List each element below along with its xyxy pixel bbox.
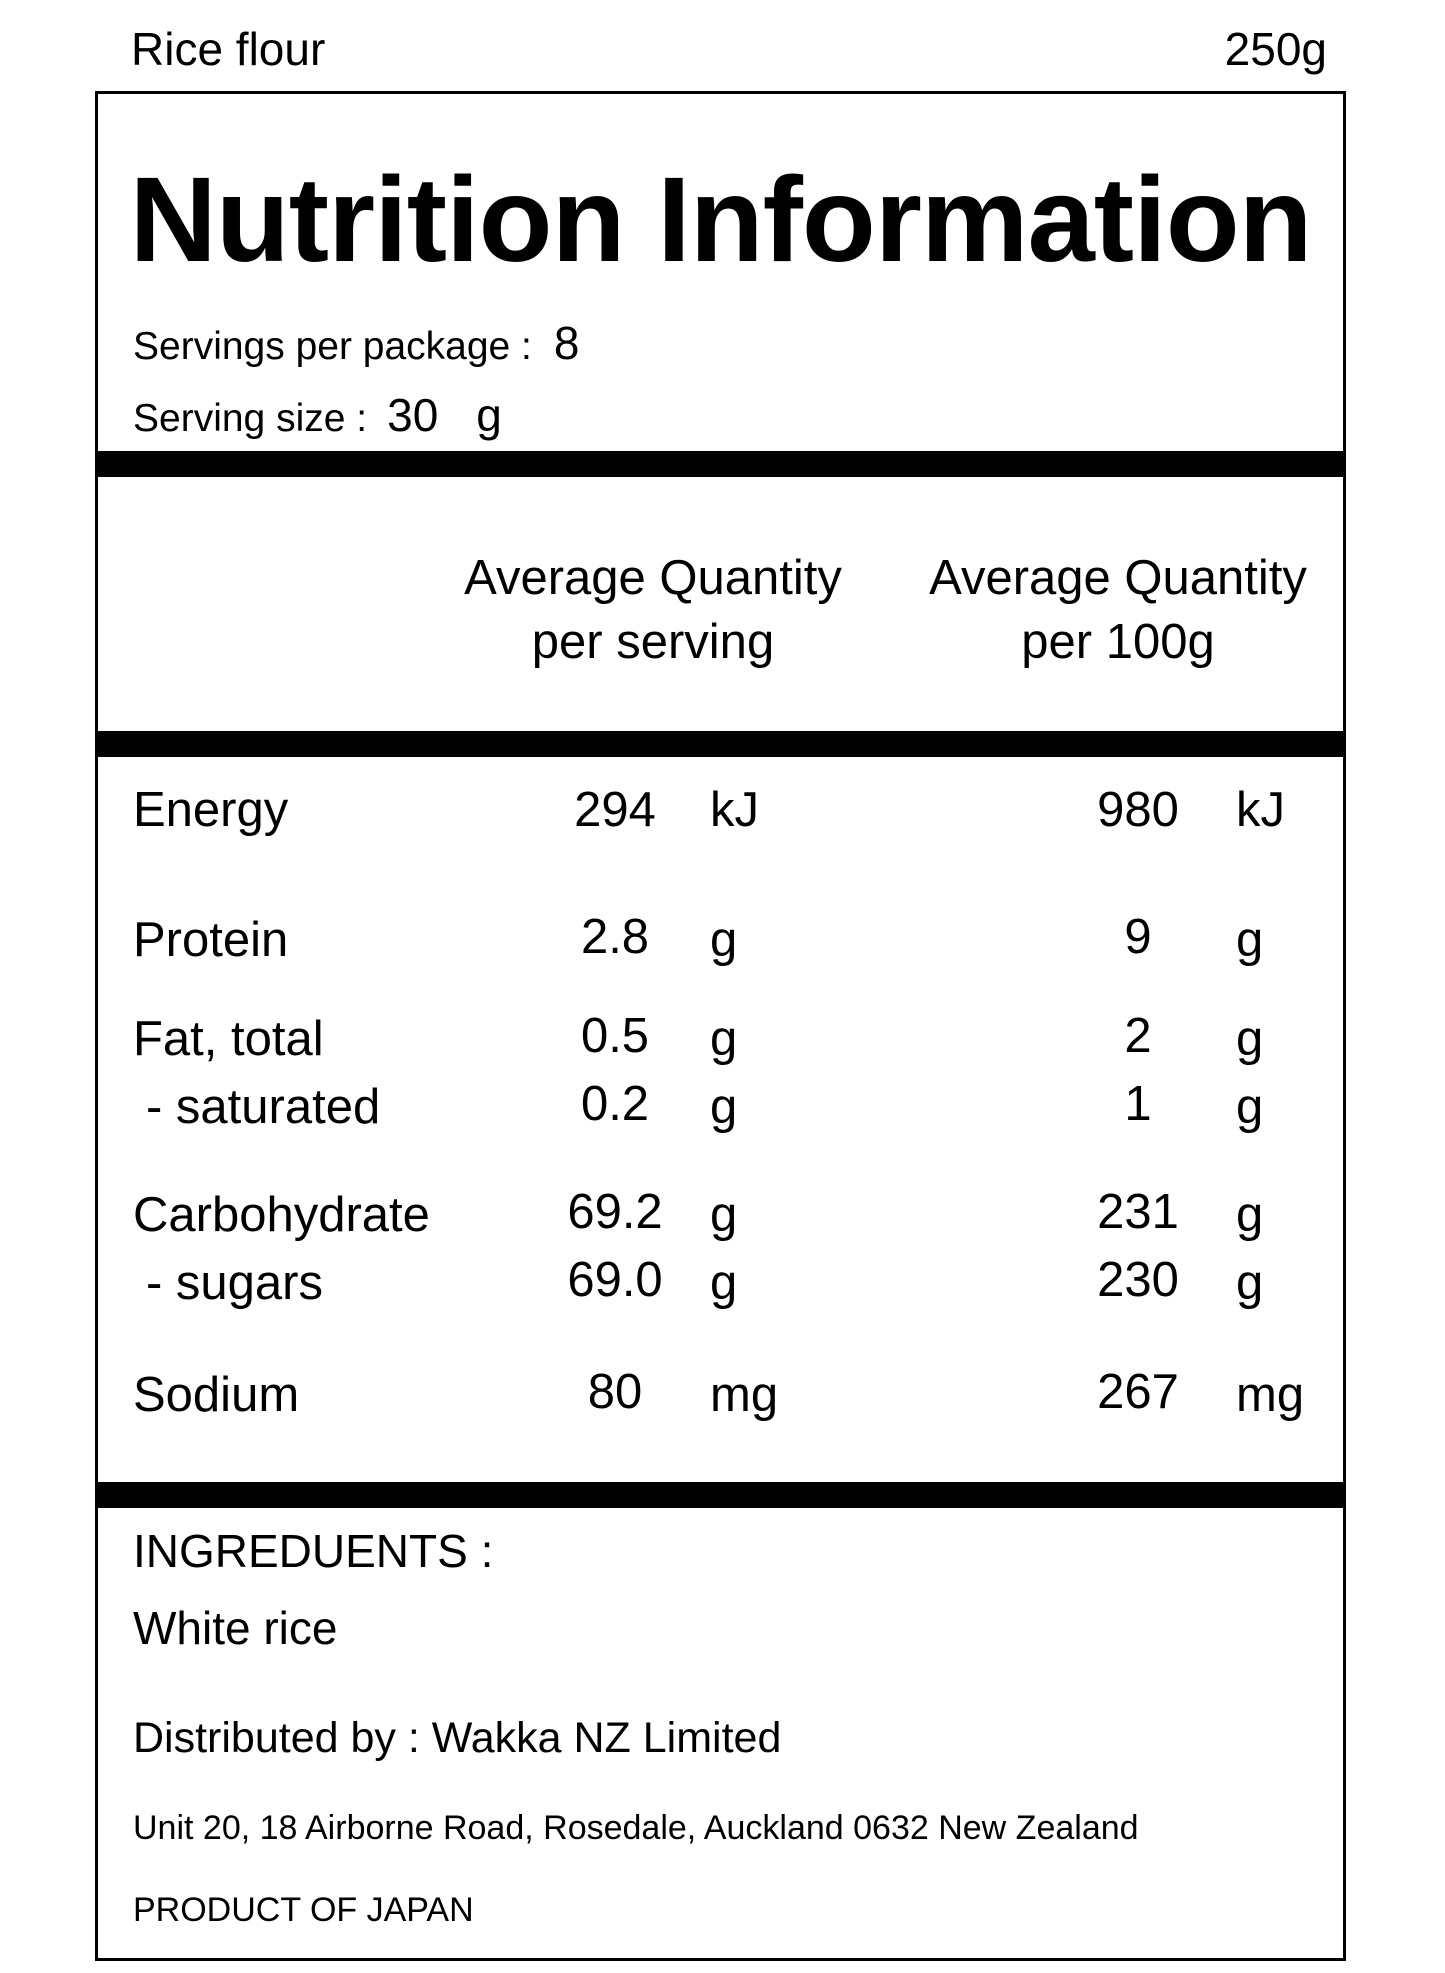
per-100g-value: 980 <box>1097 783 1179 837</box>
nutrition-panel: Nutrition Information Servings per packa… <box>95 91 1346 1961</box>
servings-per-package-row: Servings per package : 8 <box>133 316 580 370</box>
nutrient-label: Sodium <box>133 1368 300 1422</box>
per-serving-value: 0.2 <box>580 1077 650 1131</box>
per-100g-unit: g <box>1236 1188 1264 1242</box>
nutrient-label: - saturated <box>146 1080 381 1134</box>
per-serving-value: 69.2 <box>567 1185 663 1239</box>
column-head-per-serving-line2: per serving <box>531 615 775 669</box>
per-serving-value: 69.0 <box>567 1253 663 1307</box>
net-weight: 250g <box>1224 23 1327 75</box>
per-serving-unit: g <box>710 1188 738 1242</box>
per-100g-unit: g <box>1236 1080 1264 1134</box>
serving-size-row: Serving size : 30 g <box>133 388 502 442</box>
per-serving-value: 0.5 <box>580 1009 650 1063</box>
distributor-address: Unit 20, 18 Airborne Road, Rosedale, Auc… <box>133 1809 1139 1847</box>
divider-rule <box>98 731 1343 757</box>
per-100g-unit: g <box>1236 1012 1264 1066</box>
per-serving-unit: g <box>710 1012 738 1066</box>
product-name: Rice flour <box>131 23 326 75</box>
per-100g-value: 1 <box>1124 1077 1152 1131</box>
per-100g-value: 231 <box>1097 1185 1179 1239</box>
per-serving-unit: mg <box>710 1368 779 1422</box>
nutrient-label: Carbohydrate <box>133 1188 430 1242</box>
per-serving-unit: kJ <box>710 783 759 837</box>
nutrient-label: Protein <box>133 913 289 967</box>
distributor-line: Distributed by : Wakka NZ Limited <box>133 1714 782 1762</box>
nutrient-label: - sugars <box>146 1256 324 1310</box>
ingredients-text: White rice <box>133 1602 338 1654</box>
per-serving-value: 294 <box>574 783 656 837</box>
ingredients-heading: INGREDUENTS : <box>133 1525 494 1577</box>
per-serving-unit: g <box>710 1080 738 1134</box>
serving-size-value: 30 <box>387 389 439 441</box>
nutrient-label: Energy <box>133 783 289 837</box>
per-100g-unit: g <box>1236 913 1264 967</box>
servings-per-package-value: 8 <box>553 317 580 369</box>
country-of-origin: PRODUCT OF JAPAN <box>133 1891 474 1929</box>
column-head-per-serving: Average Quantity per serving <box>443 546 863 674</box>
divider-rule <box>98 1482 1343 1508</box>
column-head-per-100g: Average Quantity per 100g <box>908 546 1328 674</box>
per-serving-unit: g <box>710 913 738 967</box>
panel-title: Nutrition Information <box>129 151 1312 287</box>
column-head-per-100g-line1: Average Quantity <box>929 551 1307 605</box>
per-100g-unit: g <box>1236 1256 1264 1310</box>
divider-rule <box>98 451 1343 477</box>
serving-size-unit: g <box>476 389 502 441</box>
per-100g-value: 267 <box>1097 1365 1179 1419</box>
per-100g-unit: kJ <box>1236 783 1285 837</box>
serving-size-label: Serving size : <box>133 397 368 440</box>
per-100g-value: 9 <box>1124 910 1152 964</box>
per-100g-unit: mg <box>1236 1368 1305 1422</box>
per-100g-value: 2 <box>1124 1009 1152 1063</box>
per-serving-value: 80 <box>587 1365 643 1419</box>
nutrient-label: Fat, total <box>133 1012 324 1066</box>
servings-per-package-label: Servings per package : <box>133 325 532 368</box>
per-serving-unit: g <box>710 1256 738 1310</box>
per-100g-value: 230 <box>1097 1253 1179 1307</box>
column-head-per-100g-line2: per 100g <box>1021 615 1215 669</box>
column-head-per-serving-line1: Average Quantity <box>464 551 842 605</box>
per-serving-value: 2.8 <box>580 910 650 964</box>
